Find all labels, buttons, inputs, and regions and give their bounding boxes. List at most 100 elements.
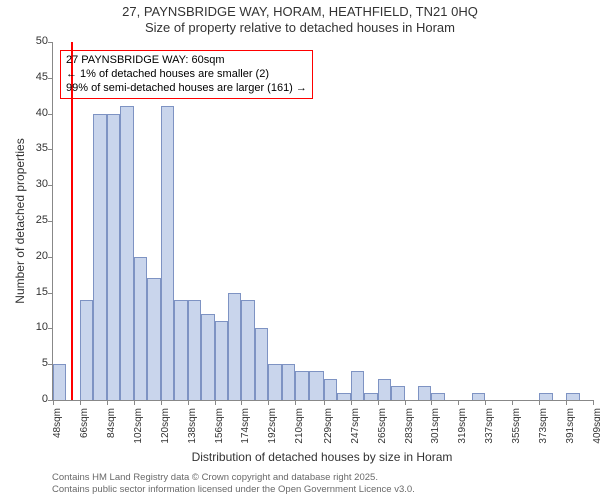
x-tick-mark — [485, 400, 486, 405]
x-tick-mark — [593, 400, 594, 405]
y-tick-mark — [48, 328, 53, 329]
histogram-bar — [391, 386, 404, 400]
chart-container: 27, PAYNSBRIDGE WAY, HORAM, HEATHFIELD, … — [0, 0, 600, 500]
x-tick-label: 66sqm — [79, 408, 90, 453]
x-tick-mark — [324, 400, 325, 405]
x-tick-label: 48sqm — [52, 408, 63, 453]
histogram-bar — [472, 393, 485, 400]
y-tick-mark — [48, 293, 53, 294]
x-tick-mark — [80, 400, 81, 405]
x-tick-mark — [378, 400, 379, 405]
x-tick-label: 120sqm — [160, 408, 171, 453]
y-tick-label: 20 — [22, 250, 48, 262]
x-tick-mark — [566, 400, 567, 405]
x-tick-mark — [268, 400, 269, 405]
histogram-bar — [188, 300, 201, 400]
y-tick-label: 40 — [22, 107, 48, 119]
histogram-bar — [324, 379, 337, 400]
x-tick-label: 337sqm — [484, 408, 495, 453]
histogram-bar — [337, 393, 350, 400]
x-tick-label: 265sqm — [377, 408, 388, 453]
x-tick-mark — [295, 400, 296, 405]
x-tick-mark — [134, 400, 135, 405]
x-tick-label: 192sqm — [267, 408, 278, 453]
x-tick-mark — [215, 400, 216, 405]
histogram-bar — [53, 364, 66, 400]
x-tick-mark — [405, 400, 406, 405]
histogram-bar — [147, 278, 160, 400]
annotation-line: 27 PAYNSBRIDGE WAY: 60sqm — [66, 54, 307, 68]
annotation-line: ← 1% of detached houses are smaller (2) — [66, 68, 307, 82]
histogram-bar — [539, 393, 552, 400]
histogram-bar — [268, 364, 281, 400]
x-tick-mark — [188, 400, 189, 405]
x-tick-mark — [512, 400, 513, 405]
x-tick-label: 84sqm — [106, 408, 117, 453]
x-tick-label: 355sqm — [511, 408, 522, 453]
histogram-bar — [80, 300, 93, 400]
y-tick-label: 35 — [22, 142, 48, 154]
annotation-box: 27 PAYNSBRIDGE WAY: 60sqm← 1% of detache… — [60, 50, 313, 99]
histogram-bar — [418, 386, 431, 400]
x-tick-mark — [107, 400, 108, 405]
x-tick-label: 373sqm — [538, 408, 549, 453]
y-tick-mark — [48, 78, 53, 79]
x-tick-label: 319sqm — [457, 408, 468, 453]
x-tick-mark — [241, 400, 242, 405]
x-tick-label: 174sqm — [240, 408, 251, 453]
x-tick-label: 229sqm — [323, 408, 334, 453]
x-tick-mark — [53, 400, 54, 405]
histogram-bar — [228, 293, 241, 400]
histogram-bar — [378, 379, 391, 400]
histogram-bar — [107, 114, 120, 400]
x-tick-label: 409sqm — [592, 408, 600, 453]
title-line-1: 27, PAYNSBRIDGE WAY, HORAM, HEATHFIELD, … — [0, 4, 600, 20]
y-tick-mark — [48, 149, 53, 150]
histogram-bar — [120, 106, 133, 400]
x-tick-mark — [539, 400, 540, 405]
y-tick-mark — [48, 114, 53, 115]
x-tick-label: 138sqm — [187, 408, 198, 453]
histogram-bar — [93, 114, 106, 400]
y-tick-mark — [48, 185, 53, 186]
y-tick-label: 5 — [22, 357, 48, 369]
x-tick-mark — [161, 400, 162, 405]
y-tick-label: 15 — [22, 286, 48, 298]
histogram-bar — [215, 321, 228, 400]
y-tick-mark — [48, 42, 53, 43]
y-tick-mark — [48, 221, 53, 222]
x-tick-label: 301sqm — [430, 408, 441, 453]
histogram-bar — [241, 300, 254, 400]
y-tick-label: 45 — [22, 71, 48, 83]
histogram-bar — [174, 300, 187, 400]
histogram-bar — [431, 393, 444, 400]
x-tick-label: 210sqm — [294, 408, 305, 453]
footer-note: Contains HM Land Registry data © Crown c… — [52, 472, 415, 496]
x-tick-label: 156sqm — [214, 408, 225, 453]
x-tick-label: 102sqm — [133, 408, 144, 453]
annotation-line: 99% of semi-detached houses are larger (… — [66, 82, 307, 96]
y-tick-label: 0 — [22, 393, 48, 405]
y-tick-label: 10 — [22, 321, 48, 333]
histogram-bar — [566, 393, 579, 400]
histogram-bar — [351, 371, 364, 400]
y-tick-label: 50 — [22, 35, 48, 47]
histogram-bar — [282, 364, 295, 400]
histogram-bar — [364, 393, 377, 400]
x-tick-label: 247sqm — [350, 408, 361, 453]
footer-line-2: Contains public sector information licen… — [52, 484, 415, 496]
x-tick-label: 283sqm — [404, 408, 415, 453]
title-block: 27, PAYNSBRIDGE WAY, HORAM, HEATHFIELD, … — [0, 0, 600, 35]
histogram-bar — [255, 328, 268, 400]
histogram-bar — [134, 257, 147, 400]
title-line-2: Size of property relative to detached ho… — [0, 20, 600, 36]
y-tick-mark — [48, 257, 53, 258]
x-tick-mark — [431, 400, 432, 405]
x-tick-label: 391sqm — [565, 408, 576, 453]
histogram-bar — [295, 371, 308, 400]
y-tick-label: 25 — [22, 214, 48, 226]
histogram-bar — [201, 314, 214, 400]
footer-line-1: Contains HM Land Registry data © Crown c… — [52, 472, 415, 484]
x-tick-mark — [351, 400, 352, 405]
x-tick-mark — [458, 400, 459, 405]
